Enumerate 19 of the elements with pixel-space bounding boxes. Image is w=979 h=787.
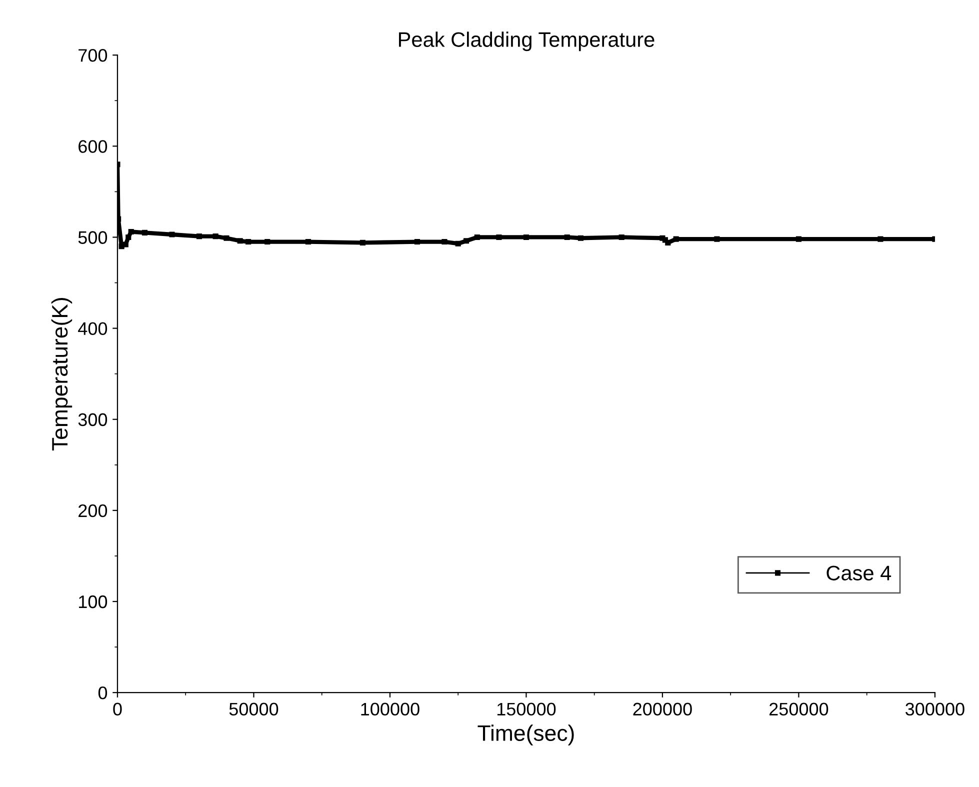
legend-label: Case 4 (826, 566, 892, 580)
y-tick-label: 600 (78, 140, 108, 153)
x-tick-label: 150000 (497, 702, 556, 716)
y-tick-label: 700 (78, 49, 108, 62)
y-tick-label: 400 (78, 322, 108, 336)
y-axis-title: Temperature(K) (51, 298, 72, 450)
y-tick-label: 0 (98, 686, 108, 700)
x-tick-label: 100000 (361, 702, 420, 716)
x-tick-label: 50000 (229, 702, 278, 716)
x-tick-label: 250000 (769, 702, 828, 716)
x-tick-label: 200000 (633, 702, 692, 716)
x-axis-title: Time(sec) (478, 724, 574, 746)
x-tick-label: 300000 (906, 702, 964, 716)
chart-title: Peak Cladding Temperature (398, 32, 654, 52)
y-tick-label: 200 (78, 504, 108, 518)
x-tick-label: 0 (113, 702, 122, 716)
y-tick-label: 100 (79, 595, 108, 608)
y-tick-label: 300 (78, 413, 108, 426)
y-tick-label: 500 (78, 231, 108, 244)
